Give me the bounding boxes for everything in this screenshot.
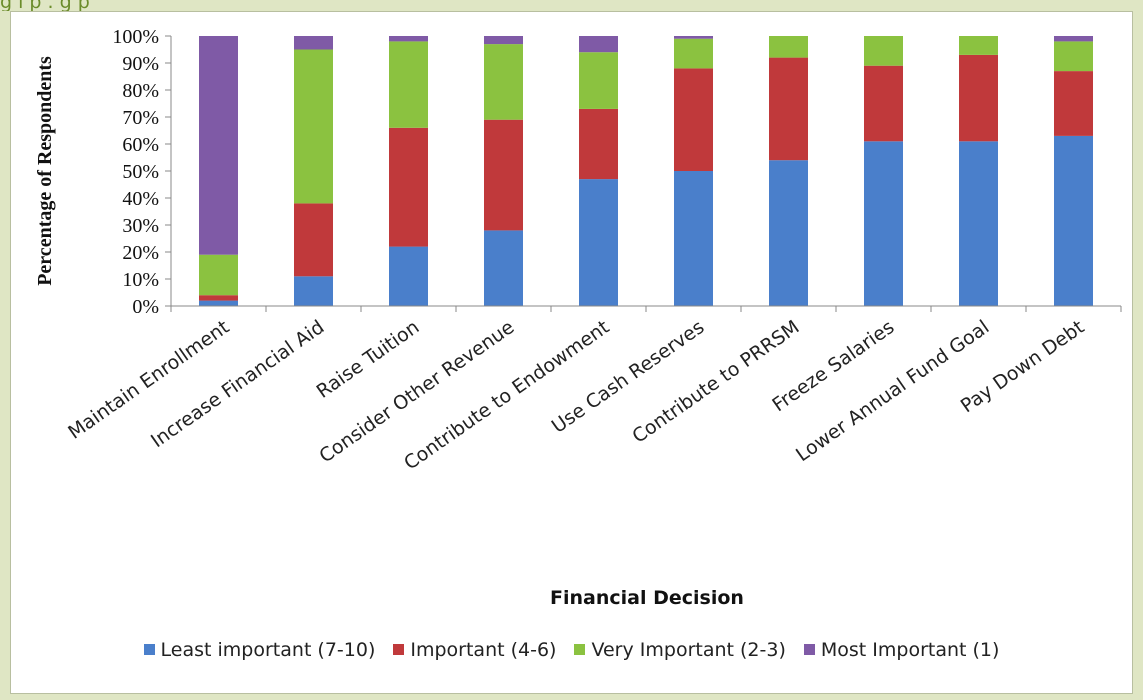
legend-swatch [393, 644, 405, 655]
y-tick-label: 70% [122, 107, 159, 129]
bar-segment [579, 108, 618, 180]
bar-segment [294, 276, 333, 306]
legend-swatch [143, 644, 155, 655]
legend-item: Most Important (1) [803, 639, 1000, 661]
bar-segment [674, 38, 713, 69]
bar-segment [389, 246, 428, 306]
bar-segment [389, 41, 428, 128]
bar-stack [959, 36, 998, 306]
legend-label: Very Important (2-3) [591, 639, 786, 661]
bar-segment [1054, 135, 1093, 306]
legend-item: Least important (7-10) [143, 639, 376, 661]
category-label: Increase Financial Aid [147, 316, 328, 452]
legend-label: Important (4-6) [410, 639, 557, 661]
bar-segment [484, 44, 523, 120]
chart-panel: 0% 10% 20% 30% 40% 50% 60% 70% 80% 90% 100% Mainta… [10, 11, 1133, 694]
legend-swatch [574, 644, 586, 655]
y-tick-label: 60% [122, 134, 159, 156]
bar-segment [389, 127, 428, 247]
bar-stack [484, 36, 523, 306]
bar-segment [579, 179, 618, 306]
bar-segment [1054, 71, 1093, 136]
bar-stack [389, 36, 428, 306]
bar-segment [199, 300, 238, 306]
y-tick-label: 20% [122, 242, 159, 264]
category-label: Lower Annual Fund Goal [792, 316, 993, 466]
legend-item: Important (4-6) [393, 639, 556, 661]
bar-stack [579, 36, 618, 306]
legend-swatch [803, 644, 815, 655]
bar-segment [959, 141, 998, 306]
legend-label: Most Important (1) [820, 639, 1000, 661]
bar-segment [674, 68, 713, 171]
bar-segment [864, 141, 903, 306]
bar-segment [389, 36, 428, 42]
bar-segment [484, 36, 523, 45]
category-label: Use Cash Reserves [548, 316, 709, 438]
bars [199, 36, 1093, 306]
bar-segment [959, 54, 998, 142]
x-axis-title: Financial Decision [550, 587, 744, 609]
legend-label: Least important (7-10) [160, 639, 376, 661]
top-partial-text: g i p . g p [0, 0, 90, 11]
bar-segment [864, 65, 903, 142]
y-tick-label: 50% [122, 161, 159, 183]
category-label: Maintain Enrollment [64, 316, 233, 444]
bar-stack [199, 36, 238, 306]
stacked-bar-chart: 0% 10% 20% 30% 40% 50% 60% 70% 80% 90% 100% Mainta… [34, 26, 1122, 609]
bar-segment [294, 203, 333, 277]
y-axis-title: Percentage of Respondents [34, 56, 56, 286]
y-tick-label: 0% [132, 296, 159, 318]
bar-segment [294, 36, 333, 50]
bar-segment [674, 171, 713, 306]
bar-stack [864, 36, 903, 306]
y-tick-label: 40% [122, 188, 159, 210]
bar-stack [294, 36, 333, 306]
category-label: Contribute to PRRSM [628, 316, 803, 448]
bar-segment [769, 36, 808, 58]
bar-segment [579, 52, 618, 109]
bar-segment [579, 36, 618, 53]
legend: Least important (7-10) Important (4-6) Ver… [11, 639, 1132, 661]
bar-segment [484, 119, 523, 231]
bar-segment [769, 57, 808, 161]
bar-segment [199, 36, 238, 255]
bar-segment [864, 36, 903, 66]
y-axis: 0% 10% 20% 30% 40% 50% 60% 70% 80% 90% 100% [112, 26, 172, 318]
bar-segment [294, 49, 333, 204]
y-tick-label: 10% [122, 269, 159, 291]
y-tick-label: 100% [112, 26, 159, 48]
y-tick-label: 80% [122, 80, 159, 102]
bar-segment [1054, 36, 1093, 42]
y-tick-label: 90% [122, 53, 159, 75]
bar-segment [769, 160, 808, 306]
bar-segment [674, 36, 713, 39]
legend-item: Very Important (2-3) [574, 639, 786, 661]
y-tick-label: 30% [122, 215, 159, 237]
bar-stack [674, 36, 713, 306]
bar-segment [199, 254, 238, 296]
bar-segment [959, 36, 998, 55]
bar-stack [1054, 36, 1093, 306]
bar-segment [199, 295, 238, 301]
bar-segment [484, 230, 523, 306]
bar-segment [1054, 41, 1093, 72]
bar-stack [769, 36, 808, 306]
